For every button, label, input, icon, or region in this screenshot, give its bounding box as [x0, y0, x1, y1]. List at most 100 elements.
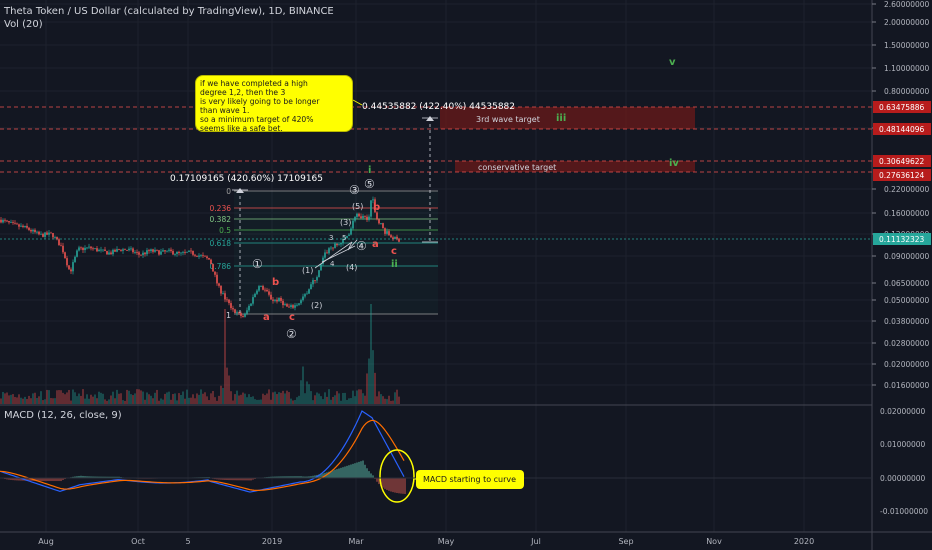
- price-tags: 0.63475886 0.48144096 0.30649622 0.27636124…: [873, 101, 931, 245]
- macd-hist-bar: [298, 476, 300, 478]
- candle-body: [78, 247, 80, 251]
- macd-hist-bar: [370, 473, 372, 478]
- candle-body: [216, 274, 218, 284]
- candle-body: [332, 247, 334, 249]
- volume-bar: [268, 389, 270, 404]
- candle-body: [362, 215, 364, 219]
- volume-bar: [50, 398, 52, 404]
- candle-body: [62, 245, 64, 253]
- conservative-zone[interactable]: [455, 161, 695, 172]
- candle-body: [358, 213, 360, 217]
- candle-body: [336, 243, 338, 246]
- volume-bar: [26, 399, 28, 404]
- candle-body: [8, 221, 10, 223]
- macd-hist-bar: [344, 466, 346, 478]
- macd-hist-bar: [56, 478, 58, 482]
- candle-body: [12, 222, 14, 223]
- macd-hist-bar: [240, 478, 242, 481]
- volume-bar: [158, 400, 160, 404]
- macd-hist-bar: [394, 478, 396, 493]
- wave-paren-3: (3): [340, 218, 351, 227]
- macd-hist-bar: [366, 468, 368, 478]
- macd-pane: [0, 410, 406, 494]
- volume-bar: [242, 392, 244, 404]
- volume-bar: [120, 393, 122, 404]
- macd-hist-bar: [214, 478, 216, 480]
- time-tick-label: 5: [185, 537, 190, 546]
- macd-hist-bar: [244, 478, 246, 481]
- volume-bar: [136, 389, 138, 404]
- volume-bar: [214, 397, 216, 404]
- fib-retracement[interactable]: 0 0.236 0.382 0.5 0.618 0.786: [210, 187, 438, 315]
- macd-hist-bar: [296, 476, 298, 478]
- candle-body: [270, 294, 272, 300]
- candle-body: [236, 312, 238, 314]
- wave-circle-2: ②: [286, 327, 297, 341]
- macd-note[interactable]: MACD starting to curve: [416, 470, 524, 489]
- time-tick-label: Sep: [618, 537, 633, 546]
- volume-bar: [0, 398, 2, 404]
- candle-body: [142, 252, 144, 256]
- macd-hist-bar: [86, 476, 88, 478]
- candle-body: [176, 251, 178, 254]
- candle-body: [96, 248, 98, 252]
- candle-body: [368, 216, 370, 220]
- candle-body: [218, 283, 220, 286]
- macd-hist-bar: [118, 476, 120, 478]
- volume-bar: [250, 396, 252, 404]
- volume-bar: [114, 398, 116, 404]
- macd-hist-bar: [356, 462, 358, 478]
- macd-hist-bar: [112, 476, 114, 478]
- candle-body: [14, 222, 16, 224]
- macd-hist-bar: [74, 476, 76, 478]
- time-axis[interactable]: Aug Oct 5 2019 Mar May Jul Sep Nov 2020: [38, 537, 814, 546]
- candle-body: [302, 296, 304, 301]
- candle-body: [60, 245, 62, 247]
- candle-body: [2, 219, 4, 223]
- volume-bar: [40, 391, 42, 404]
- volume-bar: [148, 394, 150, 404]
- volume-bar: [180, 394, 182, 404]
- candle-body: [300, 300, 302, 304]
- macd-hist-bar: [6, 478, 8, 480]
- candle-body: [56, 237, 58, 240]
- macd-hist-bar: [50, 478, 52, 482]
- macd-hist-bar: [292, 476, 294, 478]
- volume-bar: [292, 400, 294, 404]
- candle-body: [324, 252, 326, 258]
- macd-hist-bar: [8, 478, 10, 480]
- candle-body: [160, 251, 162, 255]
- volume-bar: [128, 390, 130, 404]
- candle-body: [68, 265, 70, 270]
- volume-bar: [328, 389, 330, 404]
- candle-body: [296, 304, 298, 306]
- macd-hist-bar: [96, 476, 98, 478]
- macd-hist-bar: [368, 471, 370, 478]
- fib-label: 0: [226, 187, 231, 196]
- wave-a-high: a: [372, 239, 379, 250]
- analysis-note[interactable]: if we have completed a high degree 1,2, …: [195, 75, 353, 133]
- macd-hist-bar: [106, 476, 108, 478]
- macd-hist-bar: [364, 464, 366, 478]
- macd-hist-bar: [280, 476, 282, 478]
- volume-bar: [46, 389, 48, 404]
- volume-bar: [124, 400, 126, 404]
- volume-bar: [346, 399, 348, 404]
- volume-bar: [226, 367, 228, 404]
- candle-body: [208, 258, 210, 260]
- macd-hist-bar: [294, 476, 296, 478]
- volume-bar: [256, 399, 258, 404]
- candle-body: [250, 303, 252, 306]
- macd-hist-bar: [84, 476, 86, 478]
- price-tag-label: 0.11132323: [879, 235, 925, 244]
- volume-bar: [370, 304, 372, 404]
- macd-tick-label: 0.01000000: [880, 440, 926, 449]
- volume-bar: [138, 389, 140, 404]
- candle-body: [354, 216, 356, 221]
- volume-bar: [48, 390, 50, 404]
- third-wave-zone[interactable]: [440, 107, 695, 129]
- candle-body: [392, 237, 394, 240]
- volume-bar: [68, 389, 70, 404]
- volume-bar: [208, 400, 210, 404]
